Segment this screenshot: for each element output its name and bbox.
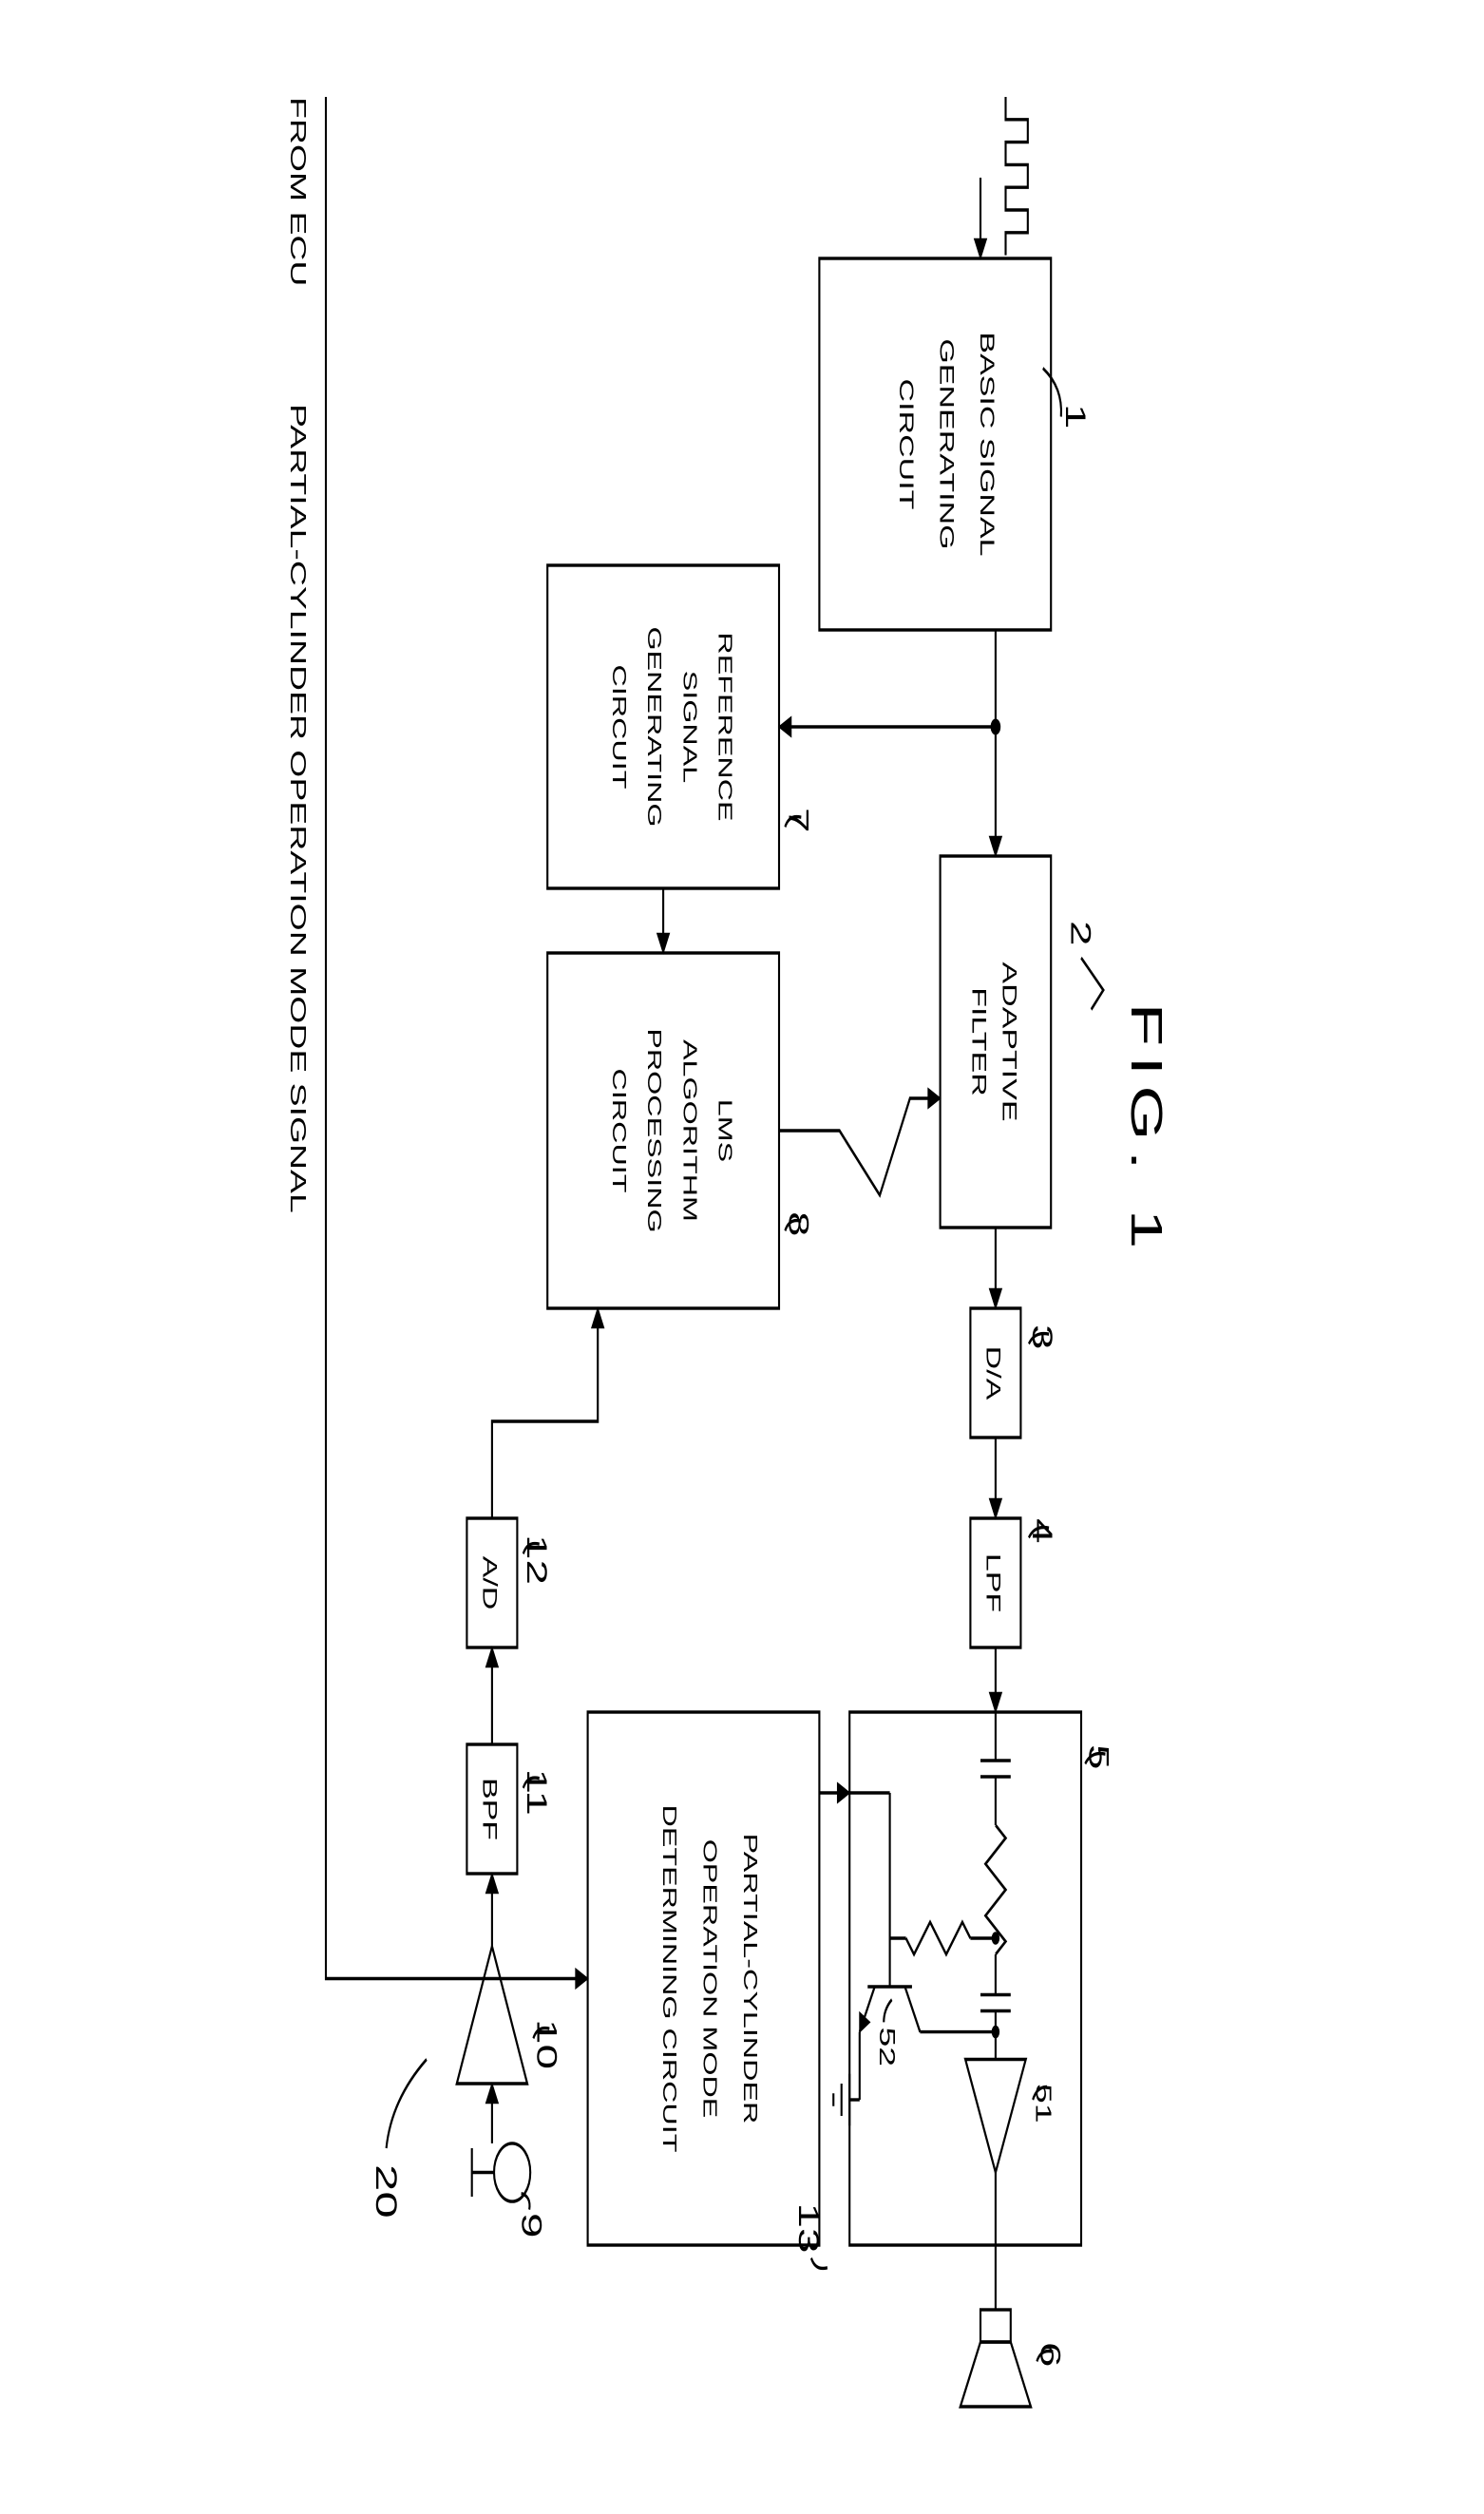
svg-text:1: 1 [1059, 404, 1091, 429]
svg-text:2: 2 [1065, 921, 1096, 945]
ref-overall: 20 [370, 2164, 403, 2219]
svg-text:GENERATING: GENERATING [935, 338, 958, 549]
svg-text:CIRCUIT: CIRCUIT [609, 1069, 630, 1193]
block-lms: LMS ALGORITHM PROCESSING CIRCUIT 8 [547, 953, 814, 1308]
svg-text:52: 52 [875, 2028, 900, 2067]
svg-text:D/A: D/A [981, 1346, 1004, 1400]
opamp-51-icon: 51 [965, 2060, 1056, 2173]
svg-text:GENERATING: GENERATING [644, 626, 665, 827]
svg-text:PARTIAL-CYLINDER: PARTIAL-CYLINDER [739, 1834, 760, 2124]
svg-text:OPERATION MODE: OPERATION MODE [699, 1839, 720, 2119]
svg-text:3: 3 [1026, 1324, 1057, 1349]
svg-text:FROM ECU: FROM ECU [286, 97, 311, 286]
svg-text:4: 4 [1026, 1518, 1057, 1543]
svg-text:5: 5 [1083, 1744, 1114, 1769]
svg-text:ADAPTIVE: ADAPTIVE [998, 962, 1020, 1121]
svg-text:SIGNAL: SIGNAL [679, 671, 700, 783]
block-lpf: LPF 4 [970, 1518, 1057, 1647]
svg-text:ALGORITHM: ALGORITHM [679, 1039, 700, 1222]
wire-ad-to-lms [492, 1308, 598, 1518]
wire-lms-to-adaptive [779, 1098, 941, 1195]
svg-text:A/D: A/D [478, 1556, 501, 1610]
speaker-icon: 6 [961, 2245, 1066, 2407]
svg-text:REFERENCE: REFERENCE [714, 632, 735, 821]
svg-text:LMS: LMS [714, 1099, 735, 1162]
input-pulse [1006, 97, 1028, 256]
svg-text:9: 9 [516, 2213, 547, 2238]
from-ecu-label: FROM ECU [286, 97, 311, 286]
svg-text:PROCESSING: PROCESSING [644, 1028, 665, 1232]
svg-text:51: 51 [1031, 2084, 1056, 2124]
block-mode-det: PARTIAL-CYLINDER OPERATION MODE DETERMIN… [588, 1712, 828, 2268]
mode-signal-label: PARTIAL-CYLINDER OPERATION MODE SIGNAL [286, 404, 311, 1213]
figure-title: FIG. 1 [1122, 1002, 1171, 1258]
svg-text:BASIC SIGNAL: BASIC SIGNAL [976, 332, 999, 556]
svg-text:CIRCUIT: CIRCUIT [609, 665, 630, 790]
block-bpf: BPF 11 [466, 1744, 552, 1874]
svg-text:DETERMINING CIRCUIT: DETERMINING CIRCUIT [659, 1805, 680, 2153]
block-da: D/A 3 [970, 1308, 1057, 1438]
block-mic-amp: 10 [457, 1947, 562, 2085]
svg-text:LPF: LPF [981, 1553, 1004, 1612]
ref-overall-hook [387, 2060, 427, 2149]
svg-text:PARTIAL-CYLINDER OPERATION MOD: PARTIAL-CYLINDER OPERATION MODE SIGNAL [286, 404, 311, 1213]
svg-text:13: 13 [792, 2203, 824, 2254]
svg-text:FILTER: FILTER [967, 987, 990, 1096]
svg-text:BPF: BPF [478, 1778, 501, 1840]
mic-icon: 9 [472, 2143, 547, 2238]
block-ad: A/D 12 [466, 1518, 552, 1647]
block-adaptive-filter: ADAPTIVE FILTER 2 [941, 856, 1104, 1228]
block-ref-signal: REFERENCE SIGNAL GENERATING CIRCUIT 7 [547, 565, 814, 888]
block-basic-signal: BASIC SIGNAL GENERATING CIRCUIT 1 [819, 258, 1091, 630]
transistor-52-icon: 52 [819, 1793, 999, 2125]
svg-text:CIRCUIT: CIRCUIT [895, 379, 918, 510]
svg-text:11: 11 [521, 1769, 552, 1816]
block-amp-stage: 5 51 [819, 1712, 1113, 2245]
